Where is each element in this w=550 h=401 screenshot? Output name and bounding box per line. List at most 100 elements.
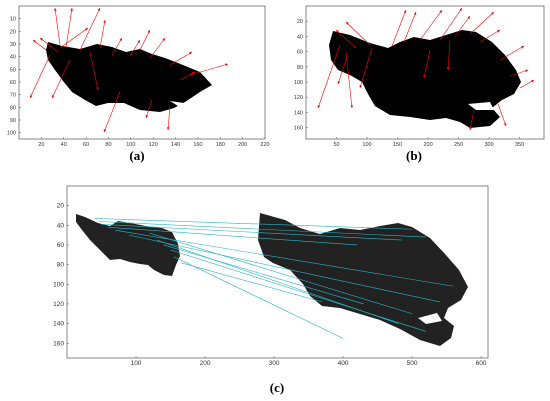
feature-arrowhead — [336, 30, 339, 33]
x-tick-label: 50 — [333, 142, 339, 148]
y-tick-label: 120 — [53, 301, 64, 308]
feature-arrow — [145, 99, 153, 119]
panel-c-left-shape — [76, 214, 180, 276]
x-tick-label: 300 — [484, 142, 493, 148]
feature-arrow — [455, 15, 471, 36]
feature-arrowhead — [503, 123, 507, 126]
y-tick-label: 140 — [294, 110, 303, 116]
x-tick-label: 160 — [193, 142, 202, 148]
panel-b-arrows — [317, 7, 535, 131]
match-line — [149, 232, 413, 315]
panel-c-ticks: 100 200 300 400 500 600 20 40 60 80 100 120 140 160 — [53, 203, 487, 367]
y-tick-label: 40 — [10, 55, 16, 61]
panel-a-arrows — [29, 7, 229, 133]
feature-arrowhead — [497, 30, 500, 33]
x-tick-label: 60 — [83, 142, 89, 148]
y-tick-label: 100 — [7, 131, 16, 137]
feature-arrowhead — [54, 8, 57, 11]
feature-arrow — [139, 29, 151, 51]
feature-arrow — [345, 21, 371, 46]
panel-b-ticks: 50 100 150 200 250 300 350 20 40 60 80 100 120 140 160 — [294, 19, 524, 148]
feature-arrowhead — [317, 105, 321, 108]
feature-arrow — [32, 39, 47, 51]
y-tick-label: 60 — [57, 242, 65, 249]
feature-arrowhead — [147, 30, 150, 33]
feature-arrowhead — [225, 63, 228, 67]
feature-arrowhead — [166, 127, 170, 130]
y-tick-label: 120 — [294, 95, 303, 101]
feature-arrow — [499, 45, 525, 61]
feature-arrowhead — [403, 10, 407, 13]
x-tick-label: 250 — [454, 142, 463, 148]
match-line — [180, 262, 323, 303]
feature-arrow — [469, 109, 475, 131]
feature-arrowhead — [423, 75, 426, 78]
feature-arrowhead — [96, 87, 99, 90]
feature-arrowhead — [469, 127, 472, 130]
feature-arrow — [447, 39, 451, 71]
feature-arrowhead — [446, 67, 450, 70]
y-tick-label: 100 — [294, 80, 303, 86]
feature-arrowhead — [521, 46, 524, 49]
x-tick-label: 80 — [105, 142, 111, 148]
x-tick-label: 500 — [407, 360, 418, 367]
y-tick-label: 20 — [57, 203, 65, 210]
panel-a: 20 40 60 80 100 120 140 160 180 200 220 10 20 30 40 50 6… — [7, 5, 270, 163]
x-tick-label: 20 — [38, 142, 44, 148]
match-line — [98, 221, 426, 238]
feature-arrowhead — [40, 38, 43, 41]
feature-arrowhead — [531, 80, 534, 83]
feature-arrow — [59, 27, 89, 49]
feature-arrowhead — [491, 12, 494, 15]
panel-c-match-lines — [94, 218, 454, 339]
match-line — [170, 249, 426, 332]
feature-arrow — [419, 9, 443, 41]
feature-arrow — [337, 59, 347, 85]
feature-arrow — [167, 105, 171, 131]
feature-arrow — [103, 91, 121, 133]
feature-arrowhead — [350, 105, 354, 108]
x-tick-label: 350 — [515, 142, 524, 148]
x-tick-label: 120 — [149, 142, 158, 148]
feature-arrow — [439, 7, 463, 41]
feature-arrow — [111, 37, 123, 56]
feature-arrow — [65, 7, 73, 49]
feature-arrowhead — [346, 22, 349, 25]
feature-arrowhead — [439, 10, 442, 13]
feature-arrowhead — [337, 81, 341, 84]
feature-arrow — [99, 19, 106, 49]
y-tick-label: 60 — [10, 80, 16, 86]
feature-arrowhead — [413, 12, 417, 15]
match-line — [173, 256, 344, 339]
match-line — [129, 234, 440, 303]
feature-arrow — [345, 51, 353, 109]
panel-c: 100 200 300 400 500 600 20 40 60 80 100 120 140 160 (… — [53, 185, 489, 395]
panel-a-notch — [170, 101, 188, 108]
feature-arrow — [129, 39, 141, 57]
feature-arrow — [497, 103, 507, 127]
y-tick-label: 100 — [53, 281, 64, 288]
y-tick-label: 20 — [10, 29, 16, 35]
panel-c-right-shape — [258, 213, 468, 346]
y-tick-label: 140 — [53, 321, 64, 328]
feature-arrowhead — [85, 28, 88, 31]
x-tick-label: 180 — [216, 142, 225, 148]
y-tick-label: 40 — [57, 222, 65, 229]
feature-arrow — [335, 29, 357, 49]
feature-arrowhead — [137, 40, 140, 43]
feature-arrow — [403, 11, 417, 43]
feature-arrow — [149, 37, 166, 59]
x-tick-label: 100 — [126, 142, 135, 148]
y-tick-label: 80 — [10, 105, 16, 111]
feature-arrowhead — [119, 38, 122, 41]
x-tick-label: 200 — [423, 142, 432, 148]
x-tick-label: 100 — [362, 142, 371, 148]
panel-a-shape — [46, 42, 212, 112]
panel-a-label: (a) — [129, 148, 144, 163]
panel-b-label: (b) — [406, 148, 422, 163]
feature-arrowhead — [145, 115, 149, 118]
panel-b-notch — [468, 102, 494, 110]
feature-arrow — [359, 47, 373, 89]
panel-c-notch — [418, 313, 442, 324]
y-tick-label: 10 — [10, 17, 16, 23]
